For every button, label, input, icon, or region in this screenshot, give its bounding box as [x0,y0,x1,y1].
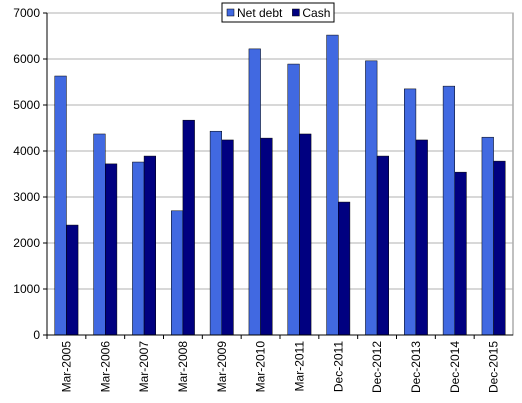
y-tick-label: 4000 [13,144,40,158]
bar [182,119,195,336]
bar [493,160,506,336]
legend-swatch [292,8,300,17]
bar [54,75,67,336]
bar [442,85,456,336]
bar [105,163,118,336]
legend: Net debt Cash [221,2,335,23]
bar [66,224,79,336]
bar [93,133,106,336]
y-tick-label: 1000 [13,282,40,296]
legend-label: Net debt [237,6,283,20]
x-tick-label: Mar-2007 [137,341,151,393]
bar [143,155,156,336]
bar [221,139,234,336]
bar [338,201,351,336]
x-tick-label: Dec-2015 [487,341,501,393]
x-tick-label: Dec-2012 [370,341,384,393]
x-tick-label: Mar-2008 [176,341,190,393]
y-tick-label: 6000 [13,52,40,66]
y-tick-label: 3000 [13,190,40,204]
x-tick-label: Mar-2005 [59,341,73,393]
x-tick-label: Dec-2011 [331,341,345,392]
bar [481,136,494,336]
bar [287,63,300,336]
bar [365,60,378,336]
x-tick-label: Mar-2009 [215,341,229,393]
x-tick-label: Mar-2006 [98,341,112,393]
bar [376,155,389,336]
x-tick-label: Mar-2010 [254,341,268,393]
bar [454,171,467,336]
bar [171,210,184,336]
y-tick-label: 2000 [13,236,40,250]
bar [415,139,428,336]
x-tick-label: Mar-2011 [292,341,306,392]
bar [248,48,261,336]
bar [404,88,417,336]
bar [132,161,145,336]
y-tick-label: 5000 [13,98,40,112]
bar [326,34,339,336]
x-tick-label: Dec-2014 [448,341,462,393]
bar [299,133,312,336]
plot-area [46,12,514,336]
bar [260,137,273,336]
y-tick-label: 0 [33,328,40,342]
y-tick-label: 7000 [13,6,40,20]
bar [209,130,223,336]
legend-box [221,2,335,23]
x-tick-label: Dec-2013 [409,341,423,393]
legend-label: Cash [302,6,330,20]
legend-swatch [226,8,235,17]
